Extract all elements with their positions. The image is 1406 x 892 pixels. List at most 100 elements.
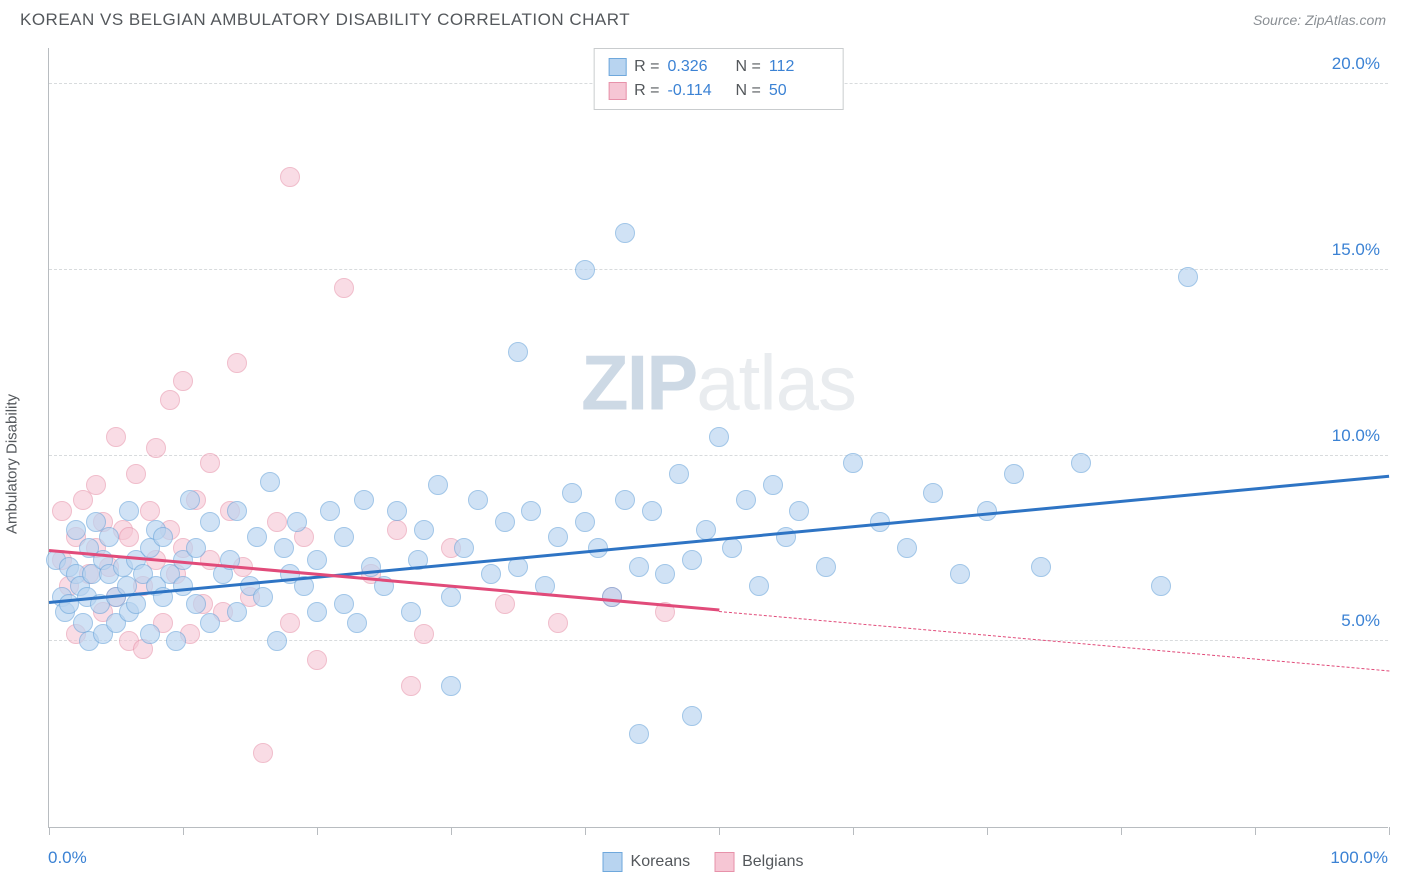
scatter-point	[307, 650, 327, 670]
scatter-point	[629, 557, 649, 577]
scatter-point	[307, 550, 327, 570]
scatter-point	[454, 538, 474, 558]
scatter-point	[227, 353, 247, 373]
r-value: -0.114	[668, 79, 728, 103]
scatter-point	[1178, 267, 1198, 287]
n-value: 50	[769, 79, 829, 103]
scatter-point	[562, 483, 582, 503]
scatter-point	[816, 557, 836, 577]
scatter-point	[950, 564, 970, 584]
scatter-point	[173, 371, 193, 391]
scatter-point	[173, 576, 193, 596]
legend-swatch	[603, 852, 623, 872]
n-value: 112	[769, 55, 829, 79]
scatter-point	[267, 512, 287, 532]
scatter-point	[166, 631, 186, 651]
scatter-point	[1071, 453, 1091, 473]
scatter-point	[86, 475, 106, 495]
scatter-point	[789, 501, 809, 521]
scatter-point	[280, 167, 300, 187]
scatter-point	[441, 676, 461, 696]
watermark-zip: ZIP	[581, 338, 696, 426]
x-tick	[987, 827, 988, 835]
y-axis-label: Ambulatory Disability	[4, 394, 21, 534]
scatter-point	[709, 427, 729, 447]
scatter-point	[307, 602, 327, 622]
plot-area: ZIPatlas 5.0%10.0%15.0%20.0%R =0.326N =1…	[48, 48, 1388, 828]
scatter-point	[186, 538, 206, 558]
scatter-point	[669, 464, 689, 484]
x-tick	[1389, 827, 1390, 835]
scatter-point	[153, 527, 173, 547]
scatter-point	[180, 490, 200, 510]
legend-label: Koreans	[631, 853, 691, 871]
scatter-point	[73, 613, 93, 633]
scatter-point	[186, 594, 206, 614]
scatter-point	[320, 501, 340, 521]
scatter-point	[414, 520, 434, 540]
series-legend: Koreans Belgians	[603, 852, 804, 872]
correlation-legend-row: R =0.326N =112	[608, 55, 829, 79]
scatter-point	[200, 613, 220, 633]
legend-swatch	[608, 82, 626, 100]
scatter-point	[521, 501, 541, 521]
scatter-point	[146, 438, 166, 458]
scatter-point	[1151, 576, 1171, 596]
gridline-h	[49, 640, 1388, 641]
scatter-point	[495, 512, 515, 532]
legend-swatch	[714, 852, 734, 872]
scatter-point	[253, 587, 273, 607]
x-axis-max-label: 100.0%	[1330, 848, 1388, 868]
n-label: N =	[736, 79, 761, 103]
n-label: N =	[736, 55, 761, 79]
scatter-point	[923, 483, 943, 503]
x-tick	[719, 827, 720, 835]
scatter-point	[655, 564, 675, 584]
x-tick	[49, 827, 50, 835]
x-axis-min-label: 0.0%	[48, 848, 87, 868]
scatter-point	[401, 676, 421, 696]
scatter-point	[200, 453, 220, 473]
scatter-point	[99, 527, 119, 547]
scatter-point	[106, 427, 126, 447]
x-tick	[183, 827, 184, 835]
scatter-point	[843, 453, 863, 473]
scatter-point	[260, 472, 280, 492]
scatter-point	[227, 501, 247, 521]
legend-item: Belgians	[714, 852, 803, 872]
scatter-point	[615, 490, 635, 510]
gridline-h	[49, 455, 1388, 456]
y-tick-label: 20.0%	[1332, 54, 1380, 74]
watermark-atlas: atlas	[696, 338, 856, 426]
y-tick-label: 10.0%	[1332, 426, 1380, 446]
x-tick	[1121, 827, 1122, 835]
scatter-point	[119, 501, 139, 521]
x-tick	[451, 827, 452, 835]
x-tick	[585, 827, 586, 835]
scatter-point	[575, 260, 595, 280]
scatter-point	[548, 613, 568, 633]
watermark: ZIPatlas	[581, 337, 856, 428]
scatter-point	[602, 587, 622, 607]
y-tick-label: 15.0%	[1332, 240, 1380, 260]
scatter-point	[468, 490, 488, 510]
scatter-point	[508, 342, 528, 362]
scatter-point	[267, 631, 287, 651]
scatter-point	[347, 613, 367, 633]
scatter-point	[126, 594, 146, 614]
scatter-point	[481, 564, 501, 584]
scatter-point	[334, 527, 354, 547]
legend-swatch	[608, 58, 626, 76]
correlation-legend-row: R = -0.114 N = 50	[608, 79, 829, 103]
scatter-point	[575, 512, 595, 532]
scatter-point	[247, 527, 267, 547]
scatter-point	[615, 223, 635, 243]
scatter-point	[642, 501, 662, 521]
r-label: R =	[634, 79, 659, 103]
scatter-point	[253, 743, 273, 763]
scatter-point	[736, 490, 756, 510]
x-tick	[317, 827, 318, 835]
legend-label: Belgians	[742, 853, 803, 871]
x-tick	[1255, 827, 1256, 835]
scatter-point	[334, 594, 354, 614]
